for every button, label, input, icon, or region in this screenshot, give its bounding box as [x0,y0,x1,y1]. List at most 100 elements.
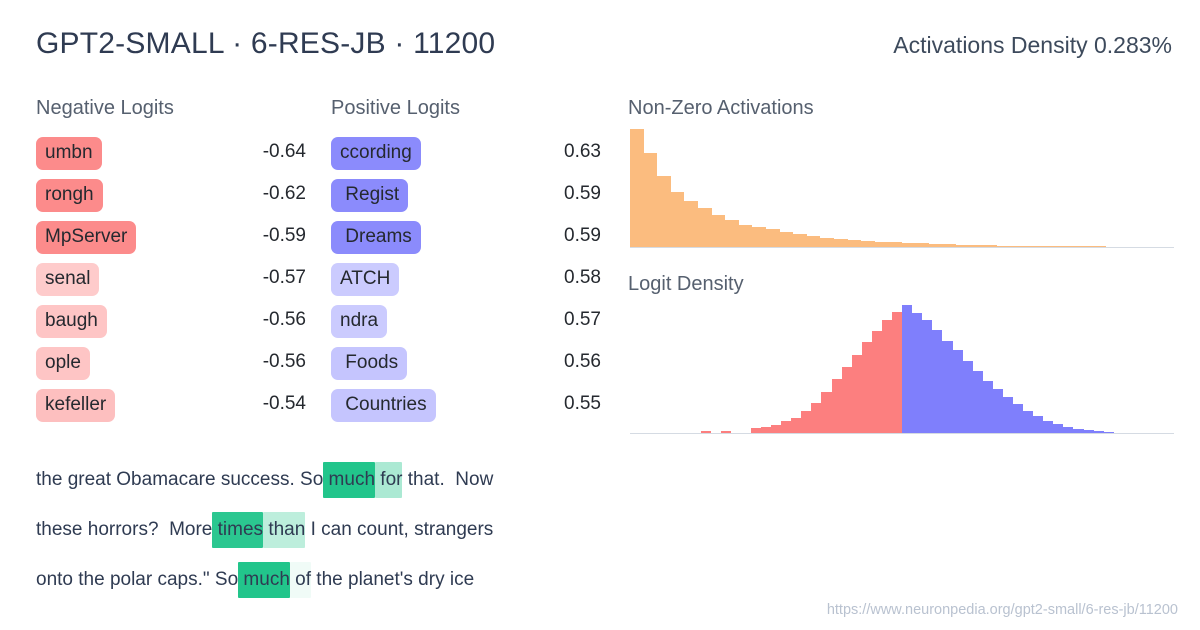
activation-example-line[interactable]: the great Obamacare success. So much for… [36,455,656,505]
histogram-bar [969,245,984,247]
histogram-bar [871,331,882,433]
histogram-bar [847,239,862,247]
activation-examples: the great Obamacare success. So much for… [36,455,656,605]
negative-logit-row: senal -0.57 [36,260,306,302]
positive-logits-heading: Positive Logits [331,97,460,119]
histogram-bar [861,240,875,247]
histogram-bar [972,371,983,433]
histogram-bars [630,305,1174,433]
histogram-bar [761,426,772,433]
positive-logit-row: Foods 0.56 [331,344,601,386]
positive-logit-token[interactable]: ndra [331,305,388,338]
negative-logit-token[interactable]: rongh [36,179,103,212]
histogram-bar [962,361,973,433]
negative-logit-token[interactable]: baugh [36,305,107,338]
histogram-bar [997,245,1011,247]
histogram-bar [1033,416,1044,433]
positive-logit-row: ATCH 0.58 [331,260,601,302]
highlighted-token: than [263,512,306,548]
logit-density-heading: Logit Density [628,273,744,295]
histogram-bar [697,208,712,247]
histogram-bar [912,313,923,433]
positive-logit-value: 0.56 [564,351,601,372]
negative-logit-token[interactable]: MpServer [36,221,137,254]
histogram-bar [1010,245,1025,247]
histogram-bar [771,424,782,433]
histogram-bar [1063,426,1074,433]
histogram-bar [811,402,822,433]
histogram-bar [1092,246,1106,247]
positive-logit-token[interactable]: Foods [331,347,408,380]
histogram-bar [901,243,916,247]
histogram-bar [750,428,762,433]
plain-token: I can count, strangers [305,519,494,540]
positive-logit-value: 0.59 [564,183,601,204]
histogram-bar [820,237,834,247]
histogram-bar [630,129,644,247]
negative-logit-value: -0.56 [262,351,306,372]
plain-token: that. Now [402,469,494,490]
negative-logit-token[interactable]: senal [36,263,100,296]
histogram-bar [902,305,913,433]
positive-logit-token[interactable]: Regist [331,179,409,212]
histogram-bar [929,243,943,247]
histogram-bar [1073,428,1084,433]
histogram-bar [881,320,893,433]
logit-density-chart: Logit Density [628,272,1174,436]
negative-logit-token[interactable]: ople [36,347,90,380]
histogram-bar [793,234,807,247]
positive-logits-panel: Positive Logits ccording 0.63 Regist 0.59 … [331,96,601,428]
histogram-bar [1103,431,1114,433]
histogram-bar [942,340,953,433]
negative-logit-value: -0.59 [262,225,306,246]
negative-logit-value: -0.54 [262,393,306,414]
histogram-bar [952,350,963,433]
negative-logit-token[interactable]: umbn [36,137,102,170]
histogram-bar [841,366,852,433]
histogram-bar [992,388,1003,433]
negative-logit-row: MpServer -0.59 [36,218,306,260]
histogram-bar [888,242,902,247]
source-url: https://www.neuronpedia.org/gpt2-small/6… [826,602,1178,618]
logit-density-histogram [630,305,1174,434]
histogram-bar [657,176,671,247]
histogram-bar [720,431,731,433]
highlighted-token: much [238,562,290,598]
histogram-bar [700,431,711,433]
positive-logit-token[interactable]: Countries [331,389,436,422]
histogram-bar [725,219,739,247]
non-zero-activations-chart: Non-Zero Activations [628,96,1174,254]
negative-logit-value: -0.64 [262,141,306,162]
negative-logit-row: rongh -0.62 [36,176,306,218]
x-axis-line [630,247,1174,248]
positive-logit-value: 0.59 [564,225,601,246]
positive-logit-value: 0.55 [564,393,601,414]
histogram-bar [765,229,780,247]
histogram-bar [942,244,957,247]
negative-logits-heading: Negative Logits [36,97,174,119]
negative-logit-value: -0.62 [262,183,306,204]
positive-logit-token[interactable]: Dreams [331,221,421,254]
plain-token: onto the polar caps." So [36,569,239,590]
plain-token: these horrors? More [36,519,213,540]
positive-logit-value: 0.63 [564,141,601,162]
histogram-bar [1051,246,1065,247]
histogram-bar [684,200,698,247]
histogram-bar [1043,420,1054,433]
histogram-bar [851,354,862,433]
histogram-bar [915,243,930,247]
positive-logit-token[interactable]: ccording [331,137,421,170]
highlighted-token: for [375,462,403,498]
histogram-bar [922,320,933,433]
histogram-bar [806,235,821,247]
histogram-bar [1023,410,1034,433]
activations-density-label: Activations Density 0.283% [893,32,1172,58]
histogram-bar [1002,397,1013,433]
histogram-bar [874,241,889,247]
negative-logit-value: -0.57 [262,267,306,288]
negative-logit-token[interactable]: kefeller [36,389,116,422]
activation-example-line[interactable]: onto the polar caps." So much of the pla… [36,555,656,605]
activation-example-line[interactable]: these horrors? More times than I can cou… [36,505,656,555]
negative-logit-row: kefeller -0.54 [36,386,306,428]
positive-logit-token[interactable]: ATCH [331,263,400,296]
